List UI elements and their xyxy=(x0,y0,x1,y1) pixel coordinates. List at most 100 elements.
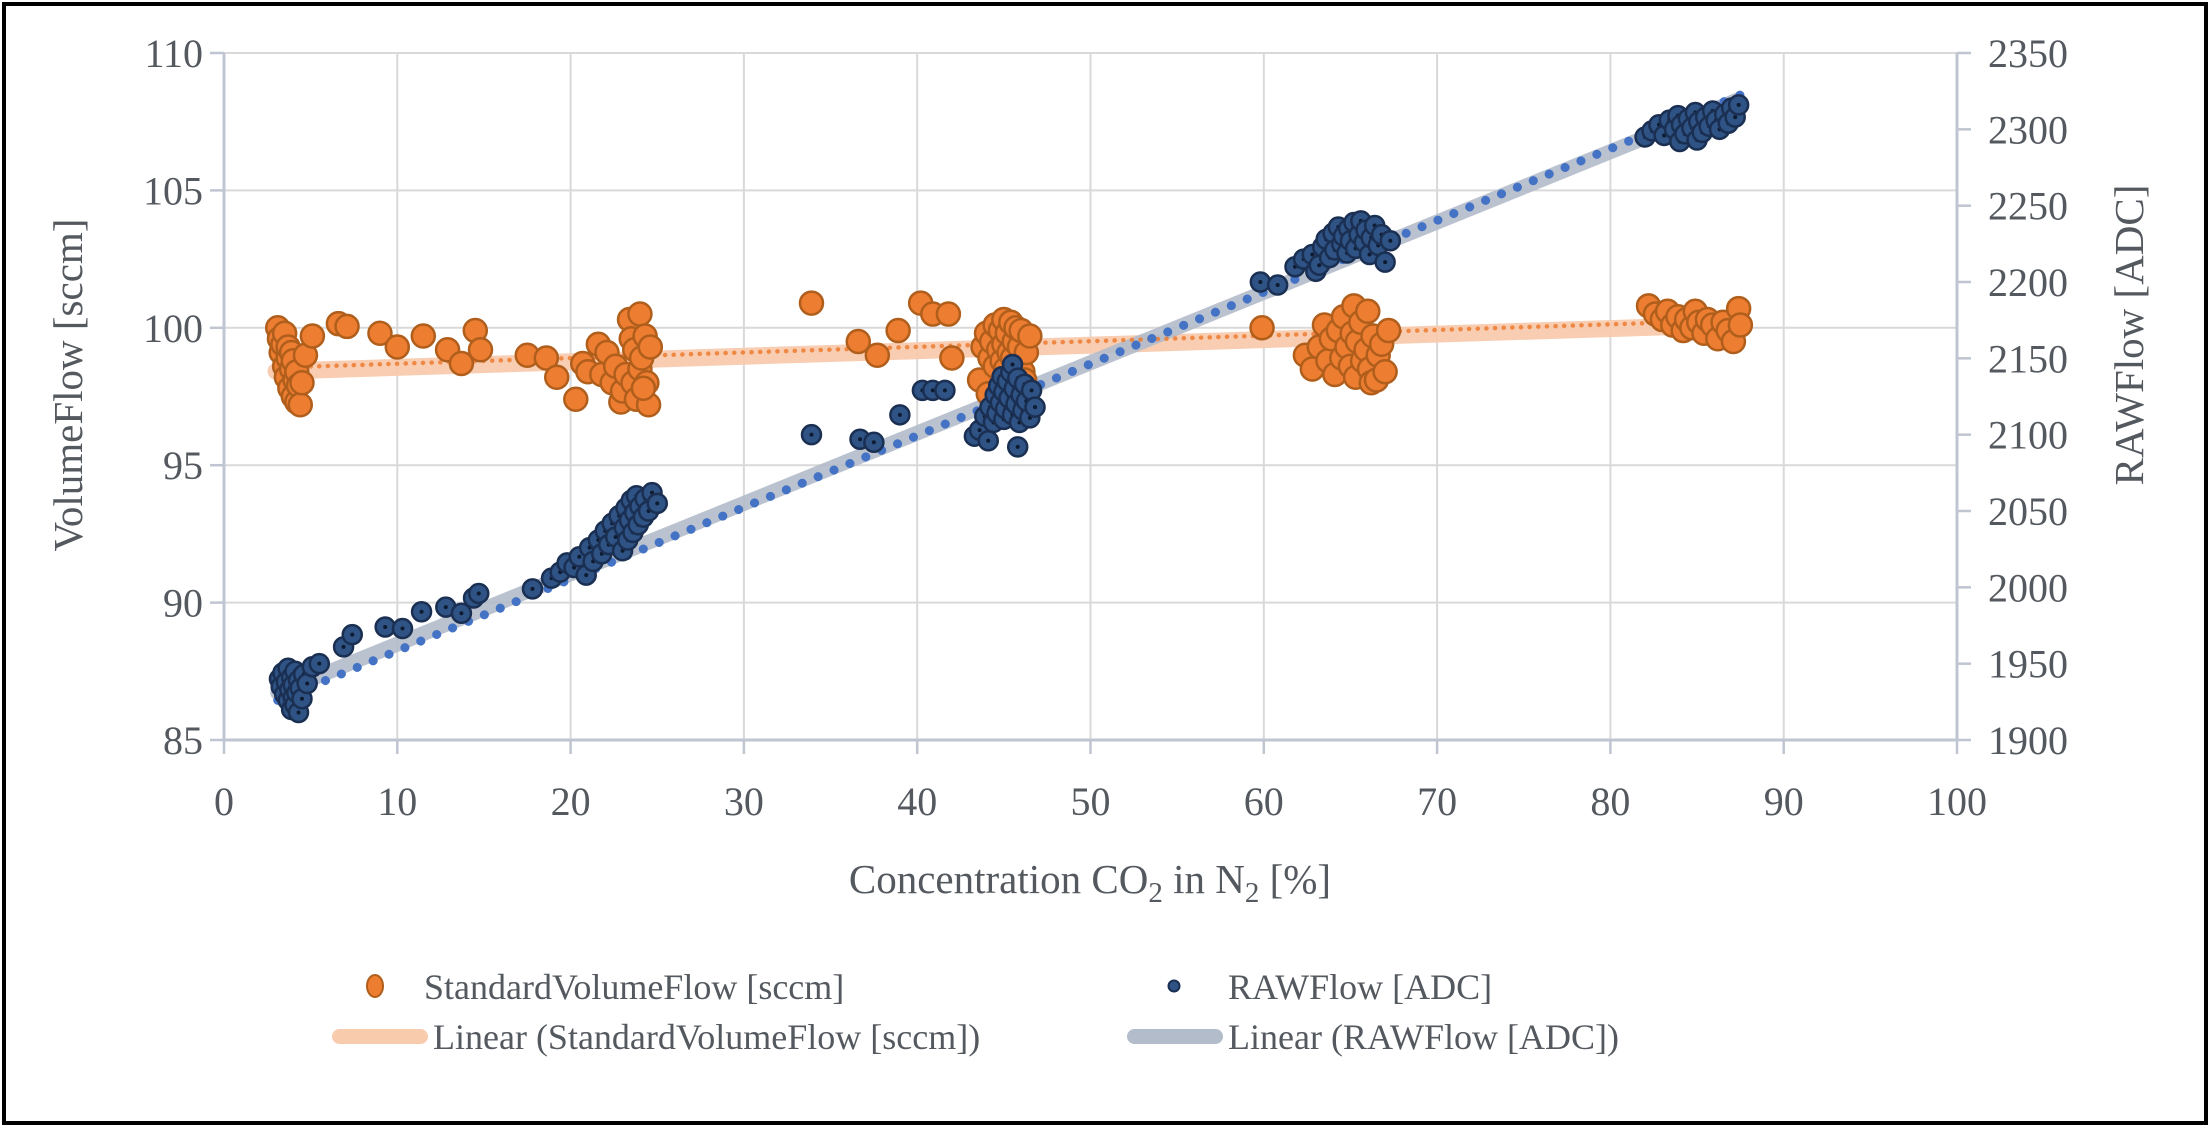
data-point-center-dot xyxy=(584,573,589,578)
data-point[interactable] xyxy=(864,342,891,369)
y-right-axis-title: RAWFlow [ADC] xyxy=(2106,185,2152,486)
legend-label-rawflow: RAWFlow [ADC] xyxy=(1228,967,1492,1007)
data-point-center-dot xyxy=(1029,388,1034,393)
data-point-center-dot xyxy=(350,632,355,637)
y-right-tick-label: 2250 xyxy=(1988,184,2068,229)
data-point[interactable] xyxy=(410,323,437,349)
y-right-tick-label: 2050 xyxy=(1988,489,2068,534)
data-point-center-dot xyxy=(1733,115,1738,120)
legend-label-linear-rawflow: Linear (RAWFlow [ADC]) xyxy=(1228,1017,1619,1057)
legend-label-standardvolumeflow: StandardVolumeFlow [sccm] xyxy=(424,967,844,1007)
data-point[interactable] xyxy=(630,375,657,402)
y-right-tick-label: 2150 xyxy=(1988,336,2068,381)
data-point[interactable] xyxy=(1375,317,1402,344)
x-tick-label: 20 xyxy=(551,779,591,824)
data-point[interactable] xyxy=(627,301,653,327)
data-point-center-dot xyxy=(443,605,448,610)
x-tick-label: 50 xyxy=(1071,779,1111,824)
data-point[interactable] xyxy=(885,317,911,344)
data-point[interactable] xyxy=(1249,315,1275,341)
data-point-center-dot xyxy=(305,681,310,686)
y-left-tick-label: 95 xyxy=(163,443,203,488)
y-right-tick-label: 2100 xyxy=(1988,413,2068,458)
axes xyxy=(210,51,1971,754)
x-tick-label: 80 xyxy=(1590,779,1630,824)
legend: StandardVolumeFlow [sccm] RAWFlow [ADC] … xyxy=(332,967,1619,1057)
data-point[interactable] xyxy=(798,290,825,316)
data-point[interactable] xyxy=(1372,359,1398,385)
data-point[interactable] xyxy=(543,364,570,391)
data-point[interactable] xyxy=(637,334,664,360)
data-point-center-dot xyxy=(383,625,388,630)
data-point[interactable] xyxy=(367,320,393,347)
data-point-center-dot xyxy=(1383,260,1388,265)
data-point-center-dot xyxy=(613,534,618,539)
y-right-tick-label: 2000 xyxy=(1988,565,2068,610)
data-point-center-dot xyxy=(858,437,863,442)
legend-item-standardvolumeflow[interactable]: StandardVolumeFlow [sccm] xyxy=(366,967,844,1007)
data-point[interactable] xyxy=(1727,312,1754,338)
x-axis-title: Concentration CO2 in N2 [%] xyxy=(849,856,1331,909)
data-point-center-dot xyxy=(1367,252,1372,257)
data-point-center-dot xyxy=(1275,283,1280,288)
data-point-center-dot xyxy=(1310,252,1315,257)
y-left-axis-title: VolumeFlow [sccm] xyxy=(45,219,91,552)
data-point[interactable] xyxy=(299,323,326,349)
series-standardvolumeflow xyxy=(264,290,1754,418)
tick-labels: 0 10 20 30 40 50 60 70 80 90 100 85 90 95 100 105 110 190… xyxy=(143,31,2068,824)
legend-line-linear-rawflow-icon xyxy=(1127,1029,1223,1044)
data-point[interactable] xyxy=(533,345,560,371)
data-point-center-dot xyxy=(419,609,424,614)
data-point[interactable] xyxy=(467,337,494,363)
data-point[interactable] xyxy=(845,328,872,355)
y-right-tick-label: 2350 xyxy=(1988,31,2068,76)
data-point-center-dot xyxy=(897,412,902,417)
legend-item-linear-standardvolumeflow[interactable]: Linear (StandardVolumeFlow [sccm]) xyxy=(332,1017,980,1057)
data-point[interactable] xyxy=(935,301,962,327)
y-right-tick-label: 1950 xyxy=(1988,642,2068,687)
data-point-center-dot xyxy=(1317,263,1322,268)
legend-marker-rawflow-icon xyxy=(1167,979,1181,993)
data-point-center-dot xyxy=(977,428,982,433)
data-point[interactable] xyxy=(563,386,589,412)
y-left-tick-label: 105 xyxy=(143,168,203,213)
data-point-center-dot xyxy=(400,626,405,631)
data-points xyxy=(264,94,1754,724)
y-left-tick-label: 110 xyxy=(144,31,203,76)
data-point[interactable] xyxy=(384,334,411,360)
x-tick-label: 100 xyxy=(1927,779,1987,824)
data-point-center-dot xyxy=(871,440,876,445)
legend-line-linear-standardvolumeflow-icon xyxy=(332,1029,428,1044)
data-point-center-dot xyxy=(299,696,304,701)
data-point-center-dot xyxy=(530,586,535,591)
data-point-center-dot xyxy=(1736,102,1741,107)
legend-marker-standardvolumeflow-icon xyxy=(366,974,384,998)
y-left-tick-label: 85 xyxy=(163,718,203,763)
data-point-center-dot xyxy=(1388,238,1393,243)
legend-item-linear-rawflow[interactable]: Linear (RAWFlow [ADC]) xyxy=(1127,1017,1619,1057)
data-point[interactable] xyxy=(939,345,965,371)
data-point-center-dot xyxy=(930,388,935,393)
data-point[interactable] xyxy=(1355,298,1381,325)
data-point-center-dot xyxy=(341,644,346,649)
y-left-tick-label: 90 xyxy=(163,581,203,626)
x-tick-label: 10 xyxy=(377,779,417,824)
data-point-center-dot xyxy=(577,554,582,559)
data-point[interactable] xyxy=(448,350,475,377)
y-left-tick-label: 100 xyxy=(143,306,203,351)
gridlines xyxy=(223,52,1958,741)
x-tick-label: 60 xyxy=(1244,779,1284,824)
data-point[interactable] xyxy=(1017,323,1043,349)
data-point[interactable] xyxy=(287,391,314,418)
y-right-tick-label: 2300 xyxy=(1988,107,2068,152)
data-point-center-dot xyxy=(476,591,481,596)
y-right-tick-label: 2200 xyxy=(1988,260,2068,305)
legend-item-rawflow[interactable]: RAWFlow [ADC] xyxy=(1167,967,1493,1007)
data-point[interactable] xyxy=(334,313,360,340)
data-point[interactable] xyxy=(289,370,315,396)
data-point-center-dot xyxy=(1033,405,1038,410)
data-point-center-dot xyxy=(942,388,947,393)
